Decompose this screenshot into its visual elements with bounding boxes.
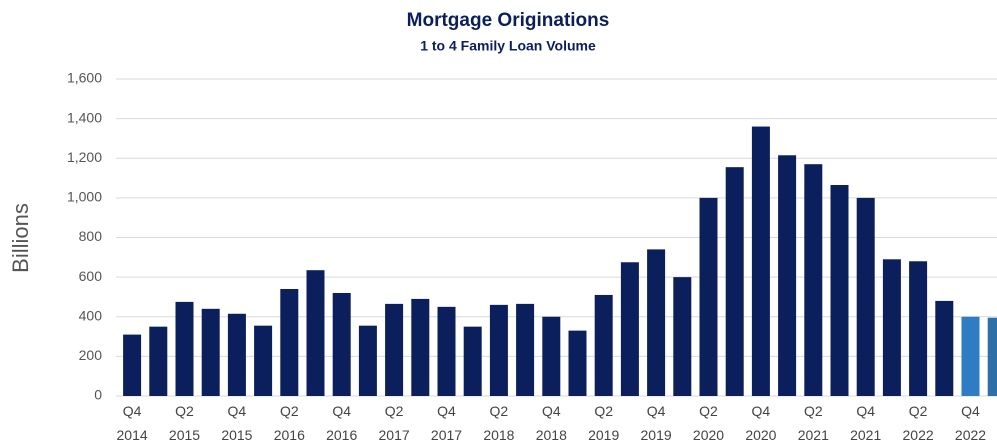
- bar: [123, 334, 142, 396]
- y-tick-label: 1,600: [67, 70, 102, 86]
- bar: [542, 316, 561, 396]
- bar: [961, 316, 980, 396]
- bar: [751, 126, 770, 397]
- y-tick-label: 0: [94, 387, 102, 403]
- y-axis-label: Billions: [8, 203, 33, 273]
- y-tick-label: 1,200: [67, 149, 102, 165]
- bar: [935, 300, 954, 396]
- x-tick-label: Q4 2021: [850, 403, 881, 443]
- bar: [306, 270, 325, 396]
- bar: [463, 326, 482, 396]
- x-tick-label: Q4 2022: [955, 403, 986, 443]
- bar: [489, 304, 508, 396]
- x-tick-label: Q2 2019: [588, 403, 619, 443]
- bar: [909, 261, 928, 396]
- bar: [332, 292, 351, 396]
- bar: [987, 317, 997, 396]
- bar: [568, 330, 587, 396]
- x-tick-label: Q2 2018: [483, 403, 514, 443]
- bar: [856, 197, 875, 396]
- bar: [647, 249, 666, 396]
- bar: [620, 262, 639, 396]
- bar: [516, 303, 535, 396]
- bar: [778, 155, 797, 396]
- x-tick-label: Q4 2020: [745, 403, 776, 443]
- x-tick-label: Q4 2015: [221, 403, 252, 443]
- chart-subtitle: 1 to 4 Family Loan Volume: [420, 38, 596, 54]
- x-tick-label: Q2 2015: [169, 403, 200, 443]
- x-tick-label: Q4 2017: [431, 403, 462, 443]
- bar: [385, 303, 404, 396]
- bar: [358, 325, 377, 396]
- bar: [437, 306, 456, 396]
- x-tick-label: Q2 2017: [379, 403, 410, 443]
- x-tick-label: Q2 2016: [274, 403, 305, 443]
- bar: [201, 308, 220, 396]
- bar: [673, 277, 692, 396]
- y-tick-label: 200: [79, 347, 103, 363]
- x-tick-label: Q2 2021: [798, 403, 829, 443]
- x-tick-label: Q4 2014: [117, 403, 148, 443]
- x-tick-label: Q4 2019: [641, 403, 672, 443]
- y-tick-label: 1,000: [67, 189, 102, 205]
- bar: [280, 289, 299, 396]
- bar: [175, 301, 194, 396]
- y-tick-label: 600: [79, 268, 103, 284]
- bar: [149, 326, 168, 396]
- x-tick-label: Q4 2016: [326, 403, 357, 443]
- x-tick-label: Q2 2020: [693, 403, 724, 443]
- bar: [804, 164, 823, 396]
- bar: [254, 325, 273, 396]
- y-tick-label: 400: [79, 307, 103, 323]
- bar: [699, 197, 718, 396]
- x-tick-label: Q2 2022: [903, 403, 934, 443]
- bar: [411, 298, 430, 396]
- chart-title: Mortgage Originations: [407, 10, 610, 31]
- bar: [227, 313, 246, 396]
- y-tick-label: 1,400: [67, 109, 102, 125]
- bar: [725, 167, 744, 396]
- bar: [830, 184, 849, 396]
- bar: [594, 294, 613, 396]
- bar: [882, 259, 901, 396]
- y-tick-label: 800: [79, 228, 103, 244]
- x-tick-label: Q4 2018: [536, 403, 567, 443]
